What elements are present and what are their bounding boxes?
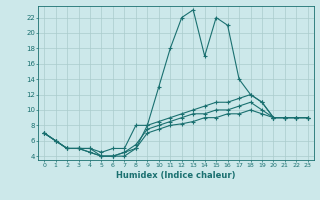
X-axis label: Humidex (Indice chaleur): Humidex (Indice chaleur) [116, 171, 236, 180]
